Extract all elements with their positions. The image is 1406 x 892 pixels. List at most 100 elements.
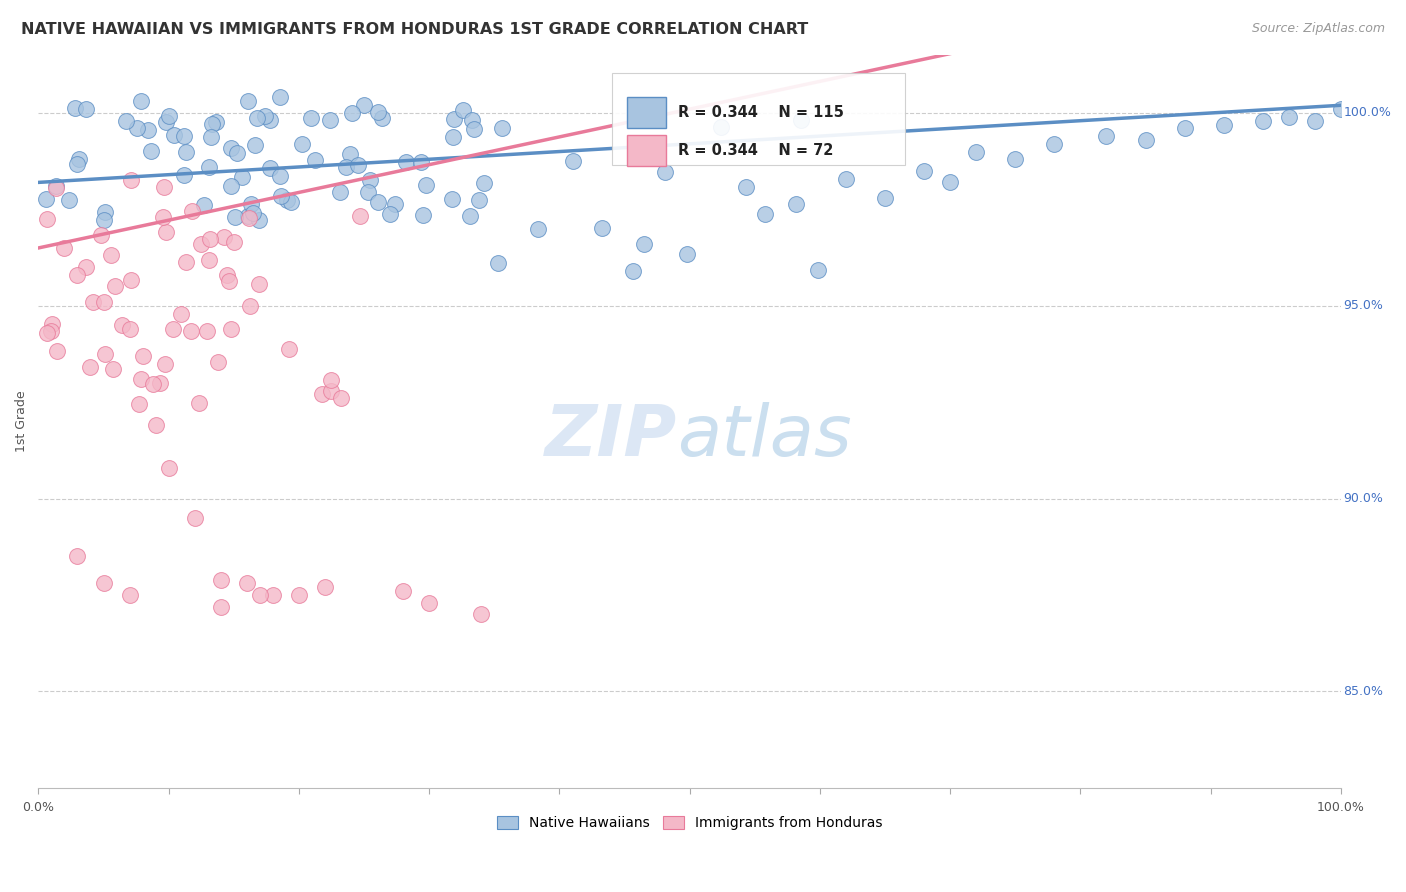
Point (330, 392, 353, 406)
Point (198, 232, 221, 246)
Point (259, 112, 281, 127)
Point (100, 248, 122, 262)
Point (236, 576, 259, 591)
Point (217, 268, 239, 282)
Point (142, 377, 165, 392)
Point (66, 268, 89, 282)
Point (190, 236, 212, 251)
Point (486, 256, 509, 270)
Point (269, 90, 291, 104)
Point (754, 207, 776, 221)
Point (173, 129, 195, 144)
Point (319, 373, 342, 387)
Point (66, 549, 89, 564)
Point (562, 153, 585, 168)
Point (392, 584, 415, 599)
Point (79, 359, 101, 374)
Point (461, 112, 484, 127)
Point (63, 101, 86, 115)
Point (93, 294, 115, 309)
Point (41, 317, 63, 331)
Point (371, 111, 394, 125)
Point (155, 225, 177, 239)
Point (418, 596, 440, 610)
Point (111, 318, 134, 333)
Point (209, 599, 232, 614)
Point (441, 193, 464, 207)
Point (207, 355, 229, 369)
Point (231, 170, 253, 185)
Point (1278, 110, 1301, 124)
Point (384, 196, 406, 211)
Point (139, 144, 162, 158)
Point (35, 326, 58, 340)
Point (236, 209, 259, 223)
Point (35, 212, 58, 227)
Text: 100.0%: 100.0% (1317, 801, 1365, 814)
Point (173, 168, 195, 182)
Point (304, 153, 326, 168)
Point (243, 137, 266, 152)
Text: 95.0%: 95.0% (1344, 300, 1384, 312)
Point (395, 155, 418, 169)
Text: 90.0%: 90.0% (1344, 492, 1384, 505)
Legend: Native Hawaiians, Immigrants from Honduras: Native Hawaiians, Immigrants from Hondur… (491, 811, 889, 836)
Point (218, 274, 240, 288)
Point (75, 260, 97, 274)
Point (118, 322, 141, 336)
Point (965, 145, 987, 159)
Point (1251, 113, 1274, 128)
Text: NATIVE HAWAIIAN VS IMMIGRANTS FROM HONDURAS 1ST GRADE CORRELATION CHART: NATIVE HAWAIIAN VS IMMIGRANTS FROM HONDU… (21, 22, 808, 37)
Point (675, 247, 697, 261)
Point (806, 262, 828, 277)
Point (93, 213, 115, 227)
Point (359, 172, 381, 186)
Point (152, 210, 174, 224)
Point (155, 115, 177, 129)
Point (149, 376, 172, 390)
Point (1135, 133, 1157, 147)
Point (157, 109, 180, 123)
Point (125, 121, 148, 136)
Point (242, 206, 264, 220)
Point (183, 511, 205, 525)
Point (280, 195, 302, 210)
Point (415, 178, 437, 193)
Point (412, 208, 434, 222)
Point (93, 576, 115, 591)
Point (225, 146, 247, 161)
Point (240, 197, 263, 211)
Point (443, 130, 465, 145)
Point (224, 210, 246, 224)
Point (34, 193, 56, 207)
Point (45, 181, 67, 195)
Point (46, 343, 69, 358)
Text: 100.0%: 100.0% (1344, 106, 1392, 120)
Point (1043, 136, 1066, 151)
Point (311, 387, 333, 401)
Point (329, 185, 352, 199)
Point (212, 230, 235, 244)
Point (314, 580, 336, 594)
Point (67, 152, 90, 166)
Point (82, 295, 104, 310)
Text: R = 0.344    N = 115: R = 0.344 N = 115 (678, 105, 844, 120)
Point (259, 161, 281, 176)
Point (200, 130, 222, 145)
Point (262, 588, 284, 602)
Point (101, 361, 124, 376)
Point (131, 349, 153, 363)
Point (201, 117, 224, 131)
Point (249, 213, 271, 227)
Point (249, 588, 271, 602)
Point (222, 235, 245, 250)
Point (120, 173, 142, 187)
Point (367, 194, 389, 209)
Point (115, 114, 138, 128)
Point (153, 357, 176, 371)
Point (174, 145, 197, 159)
Point (238, 211, 260, 226)
Y-axis label: 1st Grade: 1st Grade (15, 391, 28, 452)
Text: 85.0%: 85.0% (1344, 685, 1384, 698)
Point (170, 307, 193, 321)
